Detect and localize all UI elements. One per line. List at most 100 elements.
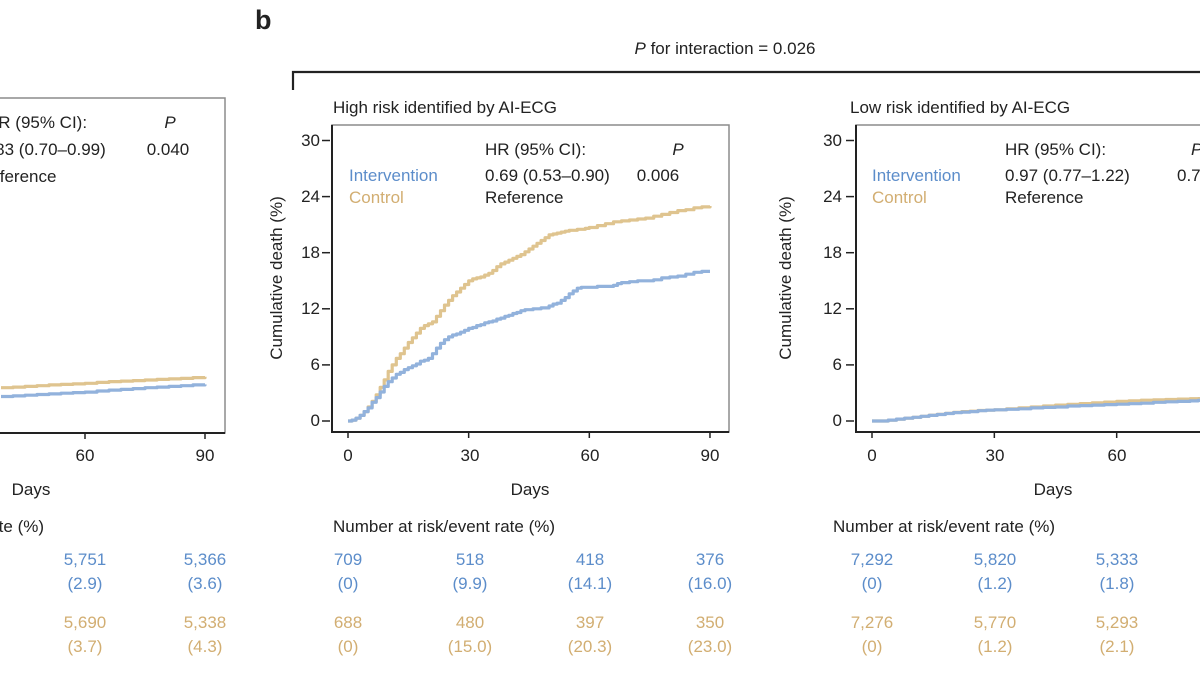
event-rate: (23.0) [687, 637, 733, 656]
y-tick-label: 6 [832, 355, 842, 374]
x-axis-label-days: Days [1033, 480, 1073, 499]
reference-label: Reference [1005, 188, 1084, 207]
event-rate: (3.6) [187, 574, 223, 593]
event-rate: (20.3) [567, 637, 613, 656]
event-rate: (2.9) [67, 574, 103, 593]
y-tick-label: 6 [310, 355, 320, 374]
event-rate: (14.1) [567, 574, 613, 593]
x-tick-label: 90 [195, 446, 215, 465]
panel-b-bracket [291, 70, 1200, 90]
x-tick-label: 0 [343, 446, 353, 465]
intervention-curve [872, 398, 1200, 423]
y-tick-label: 30 [301, 131, 320, 150]
p-interaction-rest: for interaction = 0.026 [645, 39, 816, 58]
x-tick-label: 60 [75, 446, 95, 465]
legend-intervention-label: Intervention [872, 166, 961, 185]
risk-count: 5,293 [1095, 613, 1139, 632]
risk-count: 350 [695, 613, 725, 632]
event-rate: (15.0) [447, 637, 493, 656]
p-value: 0.040 [146, 140, 190, 159]
x-tick-label: 0 [867, 446, 877, 465]
y-tick-label: 24 [301, 187, 320, 206]
y-tick-label: 0 [832, 411, 842, 430]
panel-b-label: b [255, 5, 272, 35]
event-rate: (0) [861, 574, 883, 593]
intervention-curve [1, 383, 207, 399]
x-tick-label: 30 [985, 446, 1005, 465]
risk-count: 5,751 [63, 550, 107, 569]
hr-header: HR (95% CI): [1005, 140, 1107, 159]
risk-count: 5,690 [63, 613, 107, 632]
event-rate: (0) [861, 637, 883, 656]
intervention-curve [348, 269, 710, 423]
event-rate: (1.2) [977, 574, 1013, 593]
event-rate: (16.0) [687, 574, 733, 593]
reference-label: Reference [0, 167, 57, 186]
risk-count: 376 [695, 550, 725, 569]
x-axis-label-days: Days [510, 480, 550, 499]
risk-count: 7,276 [850, 613, 894, 632]
risk-table-header: Number at risk/event rate (%) [833, 517, 1056, 536]
y-tick-label: 18 [823, 243, 842, 262]
x-axis-label-days: Days [11, 480, 51, 499]
p-header: P [672, 140, 684, 159]
event-rate: (9.9) [452, 574, 488, 593]
risk-table-header: Number at risk/event rate (%) [0, 517, 45, 536]
y-tick-label: 12 [301, 299, 320, 318]
risk-count: 5,820 [973, 550, 1017, 569]
legend-control-label: Control [872, 188, 927, 207]
y-tick-label: 18 [301, 243, 320, 262]
event-rate: (1.8) [1099, 574, 1135, 593]
hr-header: HR (95% CI): [0, 113, 88, 132]
event-rate: (1.2) [977, 637, 1013, 656]
axis-spines [855, 125, 1200, 433]
p-interaction-p: P [634, 39, 646, 58]
risk-count: 5,770 [973, 613, 1017, 632]
event-rate: (0) [337, 574, 359, 593]
y-tick-label: 24 [823, 187, 842, 206]
hr-value: 0.69 (0.53–0.90) [485, 166, 610, 185]
y-tick-label: 0 [310, 411, 320, 430]
event-rate: (0) [337, 637, 359, 656]
x-tick-label: 30 [460, 446, 480, 465]
x-tick-label: 60 [1107, 446, 1127, 465]
legend-intervention-label: Intervention [349, 166, 438, 185]
risk-count: 518 [455, 550, 485, 569]
risk-count: 5,366 [183, 550, 227, 569]
risk-count: 397 [575, 613, 605, 632]
risk-count: 709 [333, 550, 363, 569]
y-tick-label: 12 [823, 299, 842, 318]
x-tick-label: 90 [700, 446, 720, 465]
y-axis-label: Cumulative death (%) [267, 196, 286, 360]
panel-title-low-risk: Low risk identified by AI-ECG [850, 98, 1071, 117]
hr-header: HR (95% CI): [485, 140, 587, 159]
p-header: P [1191, 139, 1200, 161]
event-rate: (2.1) [1099, 637, 1135, 656]
reference-label: Reference [485, 188, 564, 207]
p-value: 0.006 [636, 166, 680, 185]
x-tick-label: 60 [580, 446, 600, 465]
control-curve [1, 376, 207, 390]
risk-count: 5,338 [183, 613, 227, 632]
risk-table-header: Number at risk/event rate (%) [333, 517, 556, 536]
control-curve [348, 205, 712, 423]
risk-count: 418 [575, 550, 605, 569]
event-rate: (4.3) [187, 637, 223, 656]
p-value: 0.7 [1177, 166, 1200, 185]
p-header: P [164, 113, 176, 132]
risk-count: 480 [455, 613, 485, 632]
legend-control-label: Control [349, 188, 404, 207]
risk-count: 688 [333, 613, 363, 632]
p-interaction-text: P for interaction = 0.026 [560, 38, 890, 60]
risk-count: 5,333 [1095, 550, 1139, 569]
event-rate: (3.7) [67, 637, 103, 656]
axis-spines [331, 125, 729, 433]
risk-count: 7,292 [850, 550, 894, 569]
hr-value: 0.83 (0.70–0.99) [0, 140, 106, 159]
axis-spines [0, 432, 225, 434]
hr-value: 0.97 (0.77–1.22) [1005, 166, 1130, 185]
y-axis-label: Cumulative death (%) [776, 196, 795, 360]
panel-title-high-risk: High risk identified by AI-ECG [333, 98, 557, 117]
